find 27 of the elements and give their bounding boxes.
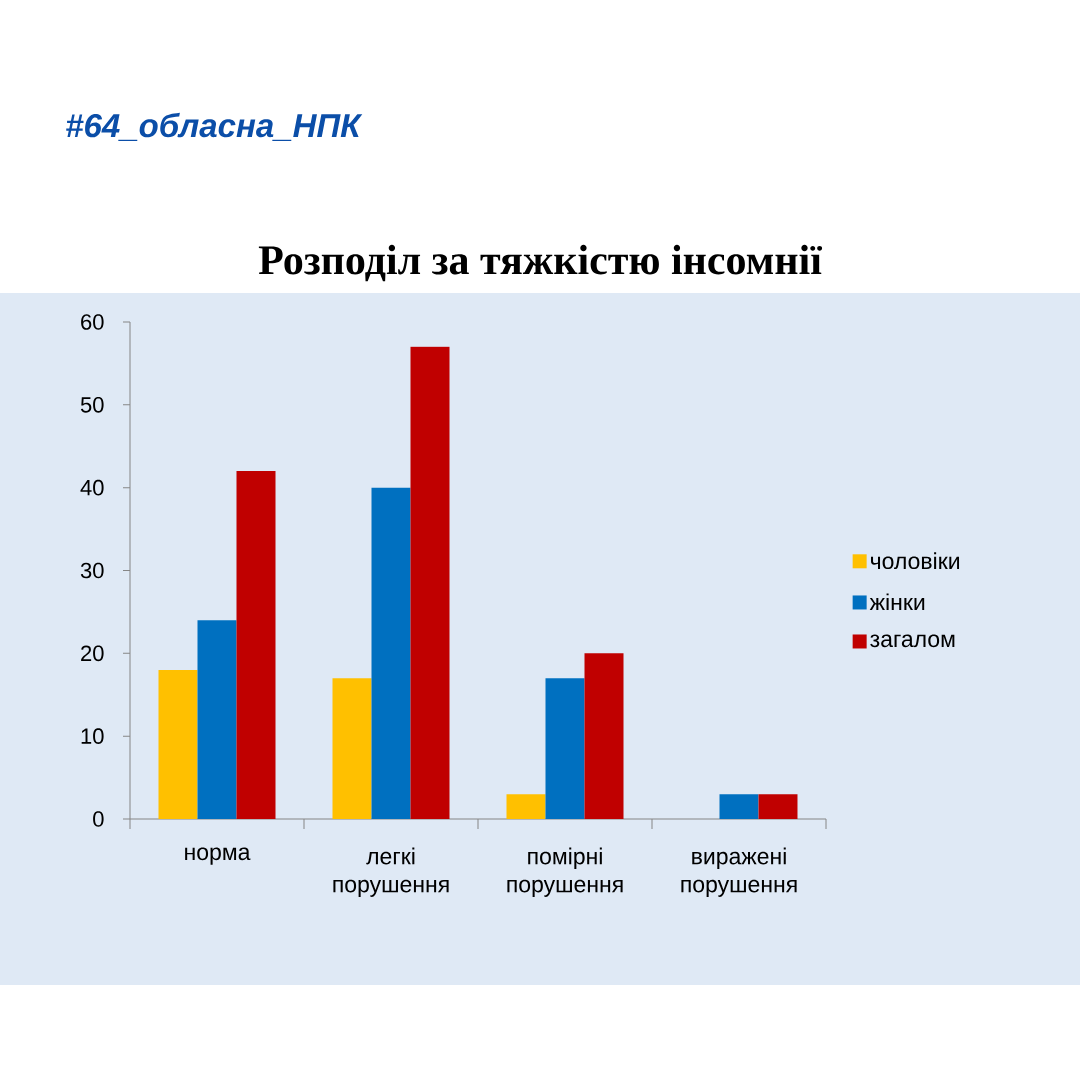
x-tick-label: помірні порушення bbox=[507, 847, 623, 897]
bar bbox=[545, 678, 585, 819]
bar bbox=[236, 471, 276, 819]
bar bbox=[332, 678, 372, 819]
y-tick-label: 30 bbox=[80, 562, 104, 579]
x-tick-label: легкі порушення bbox=[333, 847, 449, 897]
y-tick-label: 10 bbox=[81, 728, 104, 744]
legend-label: чоловіки bbox=[871, 552, 960, 570]
x-tick-label: норма bbox=[185, 847, 251, 865]
bar bbox=[158, 669, 198, 819]
y-tick-label: 0 bbox=[93, 811, 104, 827]
chart-title: Розподіл за тяжкістю інсомнії bbox=[258, 244, 823, 282]
legend-label: загалом bbox=[870, 634, 955, 648]
bar bbox=[719, 794, 759, 819]
bar bbox=[506, 794, 546, 819]
y-tick-label: 60 bbox=[81, 314, 104, 330]
y-tick-label: 20 bbox=[81, 645, 104, 662]
y-tick-label: 50 bbox=[80, 397, 104, 413]
bar bbox=[410, 346, 450, 819]
x-tick-label: виражені порушення bbox=[681, 847, 797, 897]
y-tick-label: 40 bbox=[80, 479, 104, 496]
text: #64_обласна_НПК bbox=[66, 112, 363, 142]
legend-label: жінки bbox=[869, 593, 925, 611]
bar bbox=[197, 620, 237, 819]
bar bbox=[584, 653, 624, 819]
bar bbox=[758, 794, 798, 819]
bar bbox=[371, 487, 411, 819]
